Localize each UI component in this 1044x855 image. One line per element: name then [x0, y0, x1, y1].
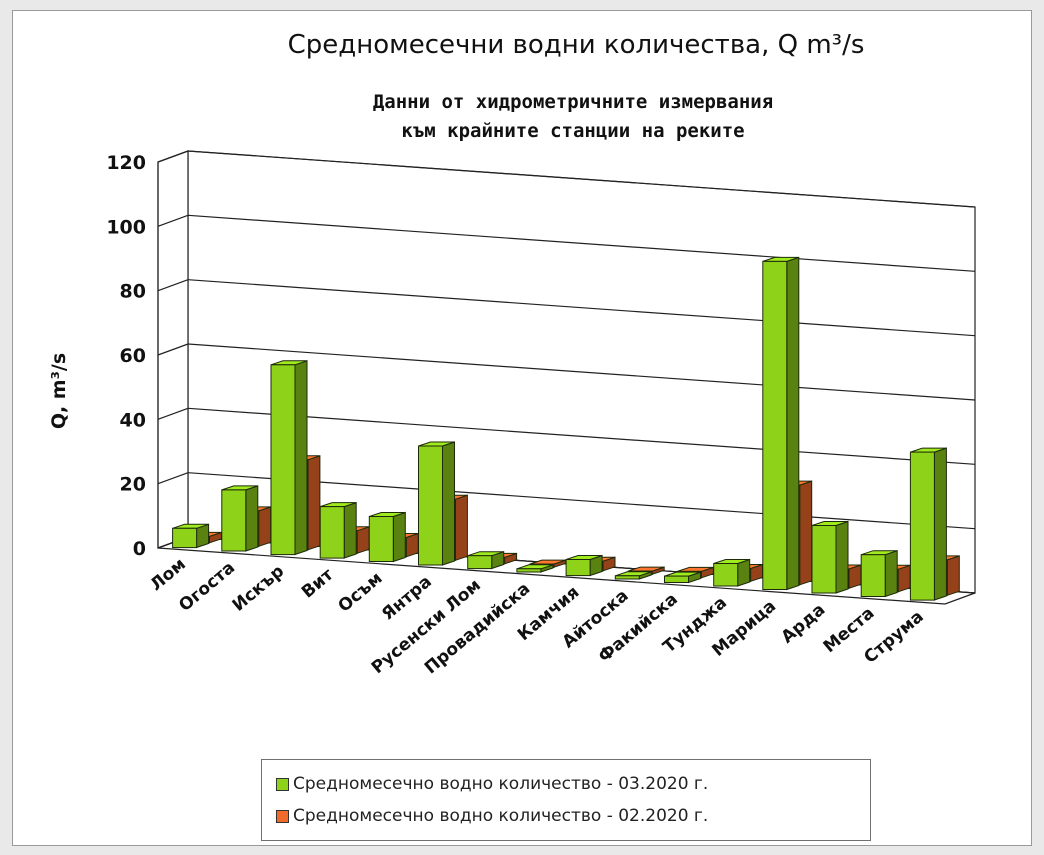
y-tick-label-80: 80 [120, 281, 146, 303]
bar-series-1-0 [172, 527, 198, 549]
bar-series-2-5-side [454, 494, 468, 561]
bar-series-2-15-side [946, 555, 960, 596]
bar-series-2-3-side [356, 526, 370, 554]
bar-series-1-3 [319, 506, 345, 559]
bar-series-1-10 [664, 575, 689, 583]
chart-subtitle-line-1: Данни от хидрометричните измервания [373, 91, 773, 113]
bar-series-1-4-side [392, 511, 406, 563]
bar-series-1-4 [368, 516, 394, 562]
bar-series-1-11 [713, 563, 739, 587]
legend-label-series-2: Средномесечно водно количество - 02.2020… [293, 806, 709, 826]
bar-series-1-6 [467, 555, 493, 570]
y-tick-label-60: 60 [120, 345, 146, 367]
bar-series-1-13 [811, 525, 837, 594]
gridline-back-80 [187, 279, 976, 337]
bar-series-1-5-side [442, 441, 455, 566]
bar-series-2-1-side [258, 506, 272, 547]
x-tick-label-2: Искър [229, 561, 288, 615]
y-tick-label-40: 40 [120, 409, 146, 431]
bar-series-1-15 [909, 451, 935, 601]
x-tick-label-0: Лом [147, 554, 190, 595]
chart-frame: Средномесечни водни количества, Q m³/s Д… [12, 10, 1032, 846]
bar-series-1-8 [565, 559, 591, 577]
gridline-side-20 [157, 472, 189, 485]
gridline-side-100 [157, 214, 189, 227]
bar-series-1-11-side [737, 558, 751, 587]
gridline-back-100 [187, 214, 976, 272]
bar-series-1-1 [221, 489, 247, 552]
bar-series-2-14-side [897, 564, 911, 593]
chart-canvas: Средномесечни водни количества, Q m³/s Д… [48, 30, 976, 678]
y-tick-label-120: 120 [106, 152, 146, 174]
chart-title: Средномесечни водни количества, Q m³/s [288, 30, 865, 60]
chart-subtitle-line-2: към крайните станции на реките [401, 120, 744, 142]
gridline-side-80 [157, 279, 189, 292]
bar-series-1-12 [762, 260, 788, 590]
bar-series-1-14 [860, 554, 886, 598]
legend-item-series-1: Средномесечно водно количество - 03.2020… [276, 774, 708, 794]
gridline-side-40 [157, 407, 189, 420]
legend: Средномесечно водно количество - 03.2020… [261, 759, 871, 841]
x-tick-label-3: Вит [298, 565, 338, 603]
bar-series-1-3-side [343, 501, 357, 559]
legend-label-series-1: Средномесечно водно количество - 03.2020… [293, 774, 709, 794]
y-tick-label-100: 100 [106, 216, 146, 238]
y-tick-label-0: 0 [133, 538, 146, 560]
legend-swatch-series-2 [276, 809, 289, 823]
bar-series-1-2-side [294, 360, 308, 556]
bar-series-1-14-side [884, 550, 898, 598]
legend-item-series-2: Средномесечно водно количество - 02.2020… [276, 806, 708, 826]
bar-series-1-7 [516, 568, 542, 573]
bar-series-1-13-side [835, 520, 849, 594]
bar-series-1-12-side [786, 256, 800, 591]
gridline-side-120 [157, 150, 189, 163]
bar-series-1-1-side [245, 485, 259, 552]
y-tick-label-20: 20 [120, 474, 146, 496]
gridline-side-60 [157, 343, 189, 356]
bar-series-1-15-side [933, 447, 947, 601]
legend-swatch-series-1 [276, 777, 289, 791]
gridline-back-40 [187, 407, 976, 465]
gridline-back-60 [187, 343, 976, 401]
bar-series-1-9 [614, 575, 640, 580]
bar-series-2-12-side [799, 480, 813, 586]
bar-series-2-2-side [307, 455, 321, 551]
bar-series-1-2 [270, 364, 296, 556]
gridline-back-120 [187, 150, 976, 208]
bar-series-1-5 [418, 445, 443, 566]
y-axis-title: Q, m³/s [48, 353, 70, 429]
